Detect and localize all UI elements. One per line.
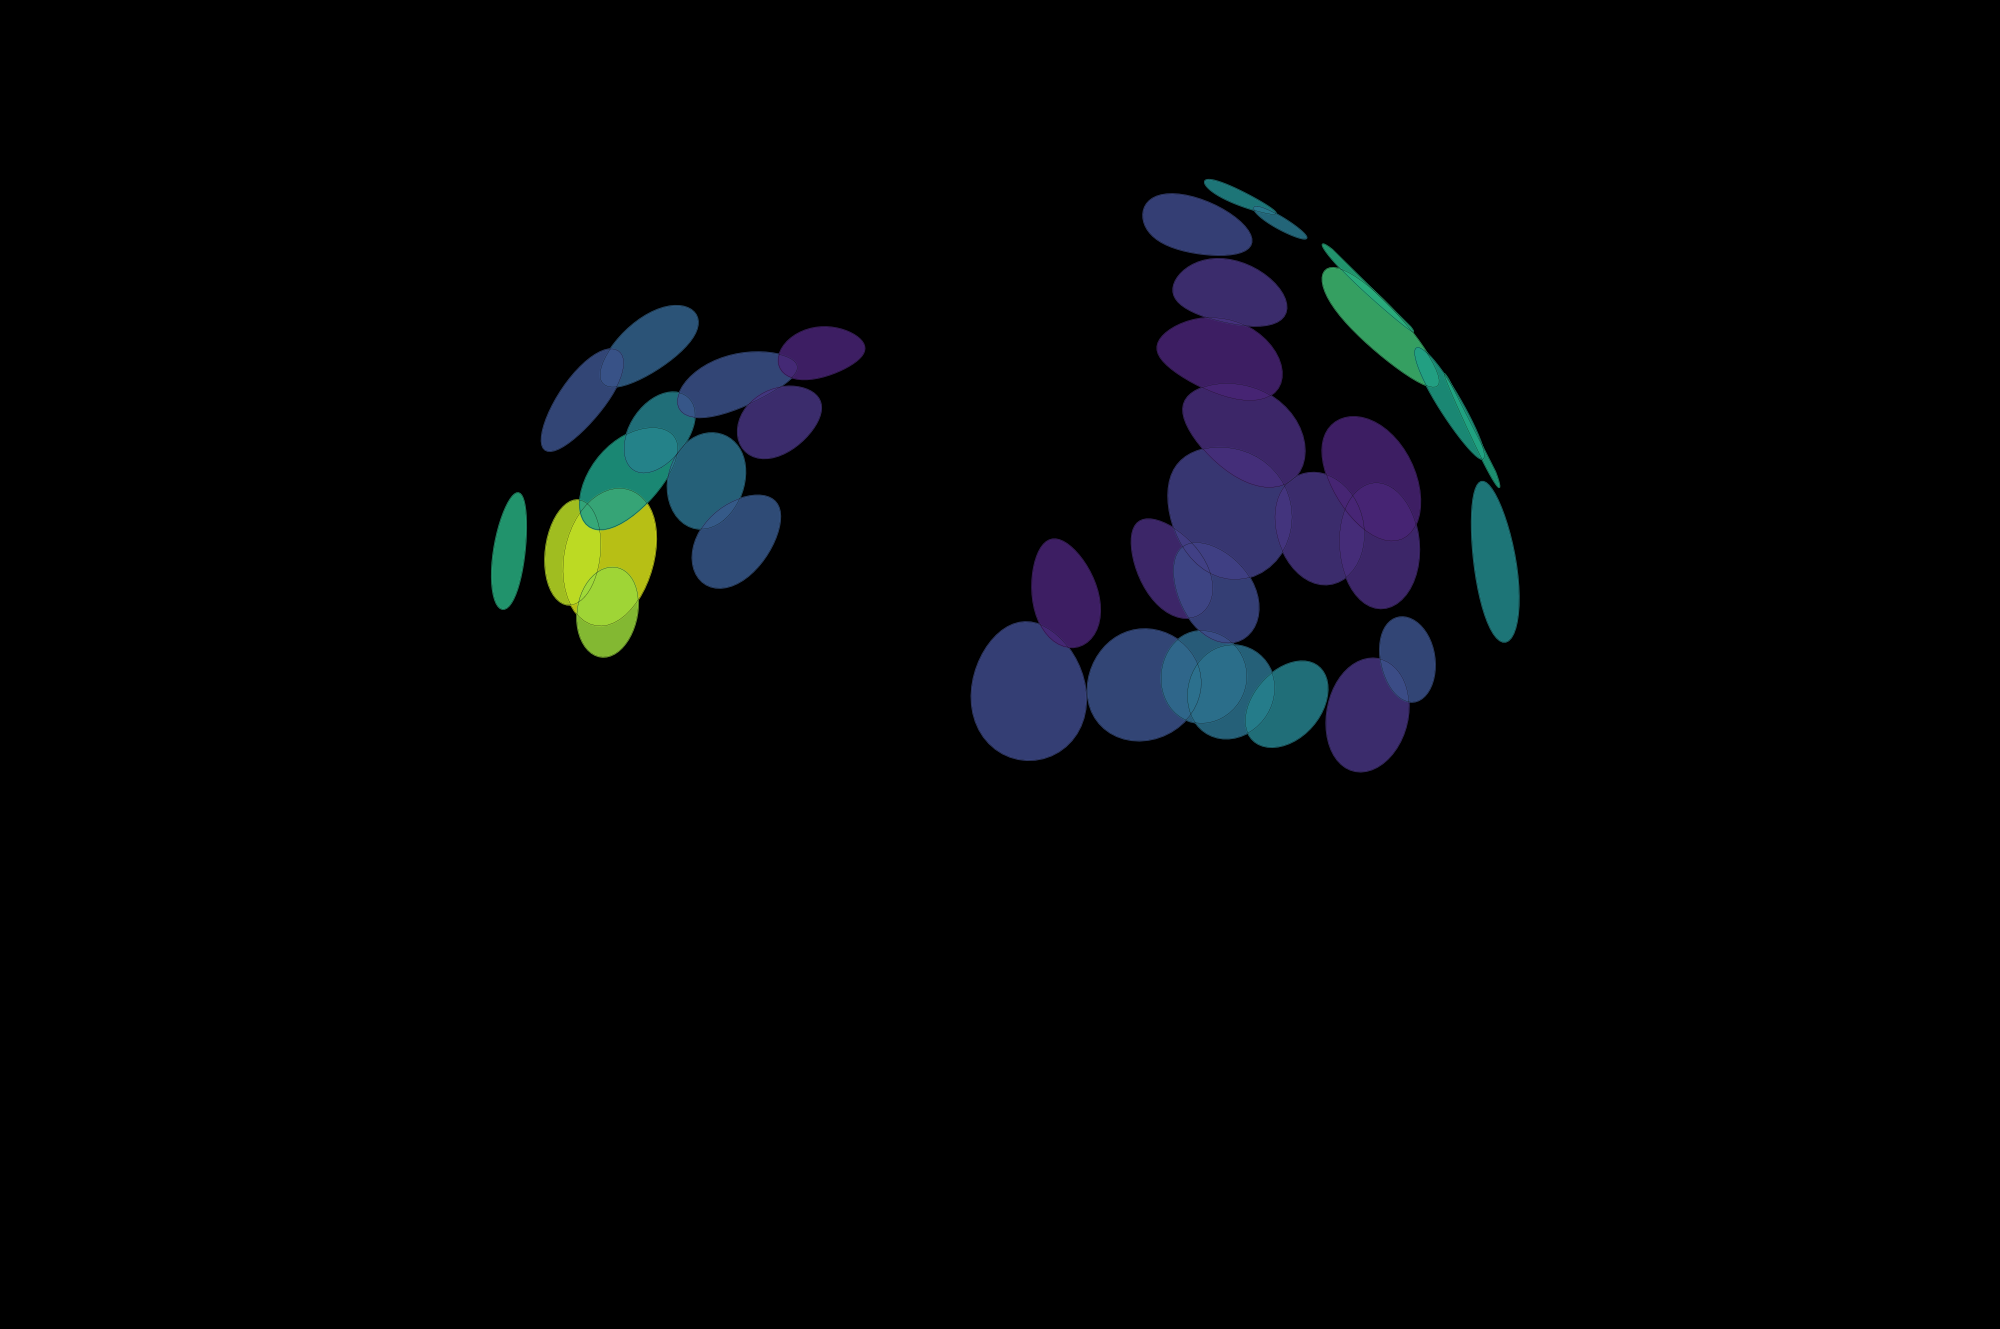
Polygon shape <box>668 433 746 529</box>
Polygon shape <box>972 622 1086 760</box>
Polygon shape <box>576 567 638 657</box>
Polygon shape <box>492 493 526 609</box>
Polygon shape <box>1326 658 1408 772</box>
Polygon shape <box>542 350 624 452</box>
Polygon shape <box>1322 267 1440 387</box>
Polygon shape <box>1472 481 1518 642</box>
Polygon shape <box>544 500 600 605</box>
Polygon shape <box>468 133 1532 1196</box>
Polygon shape <box>1340 482 1420 609</box>
Polygon shape <box>600 306 698 387</box>
Polygon shape <box>738 387 822 459</box>
Polygon shape <box>1132 520 1212 618</box>
Polygon shape <box>1204 179 1276 214</box>
Polygon shape <box>778 327 864 380</box>
Polygon shape <box>562 488 656 626</box>
Polygon shape <box>1322 417 1420 541</box>
Polygon shape <box>1174 259 1286 326</box>
Polygon shape <box>1142 194 1252 255</box>
Polygon shape <box>692 496 780 589</box>
Polygon shape <box>1246 661 1328 747</box>
Polygon shape <box>678 352 798 417</box>
Polygon shape <box>1088 629 1202 740</box>
Polygon shape <box>580 428 678 530</box>
Polygon shape <box>1322 245 1414 332</box>
Polygon shape <box>1162 631 1246 723</box>
Polygon shape <box>1414 347 1484 460</box>
Polygon shape <box>1182 384 1304 488</box>
Polygon shape <box>1254 206 1306 239</box>
Polygon shape <box>1174 542 1258 643</box>
Polygon shape <box>1032 540 1100 647</box>
Polygon shape <box>624 392 696 473</box>
Polygon shape <box>1158 318 1282 400</box>
Polygon shape <box>1274 473 1364 585</box>
Polygon shape <box>1188 645 1274 739</box>
Polygon shape <box>1168 448 1292 579</box>
Polygon shape <box>1444 373 1500 488</box>
Polygon shape <box>1380 617 1436 702</box>
